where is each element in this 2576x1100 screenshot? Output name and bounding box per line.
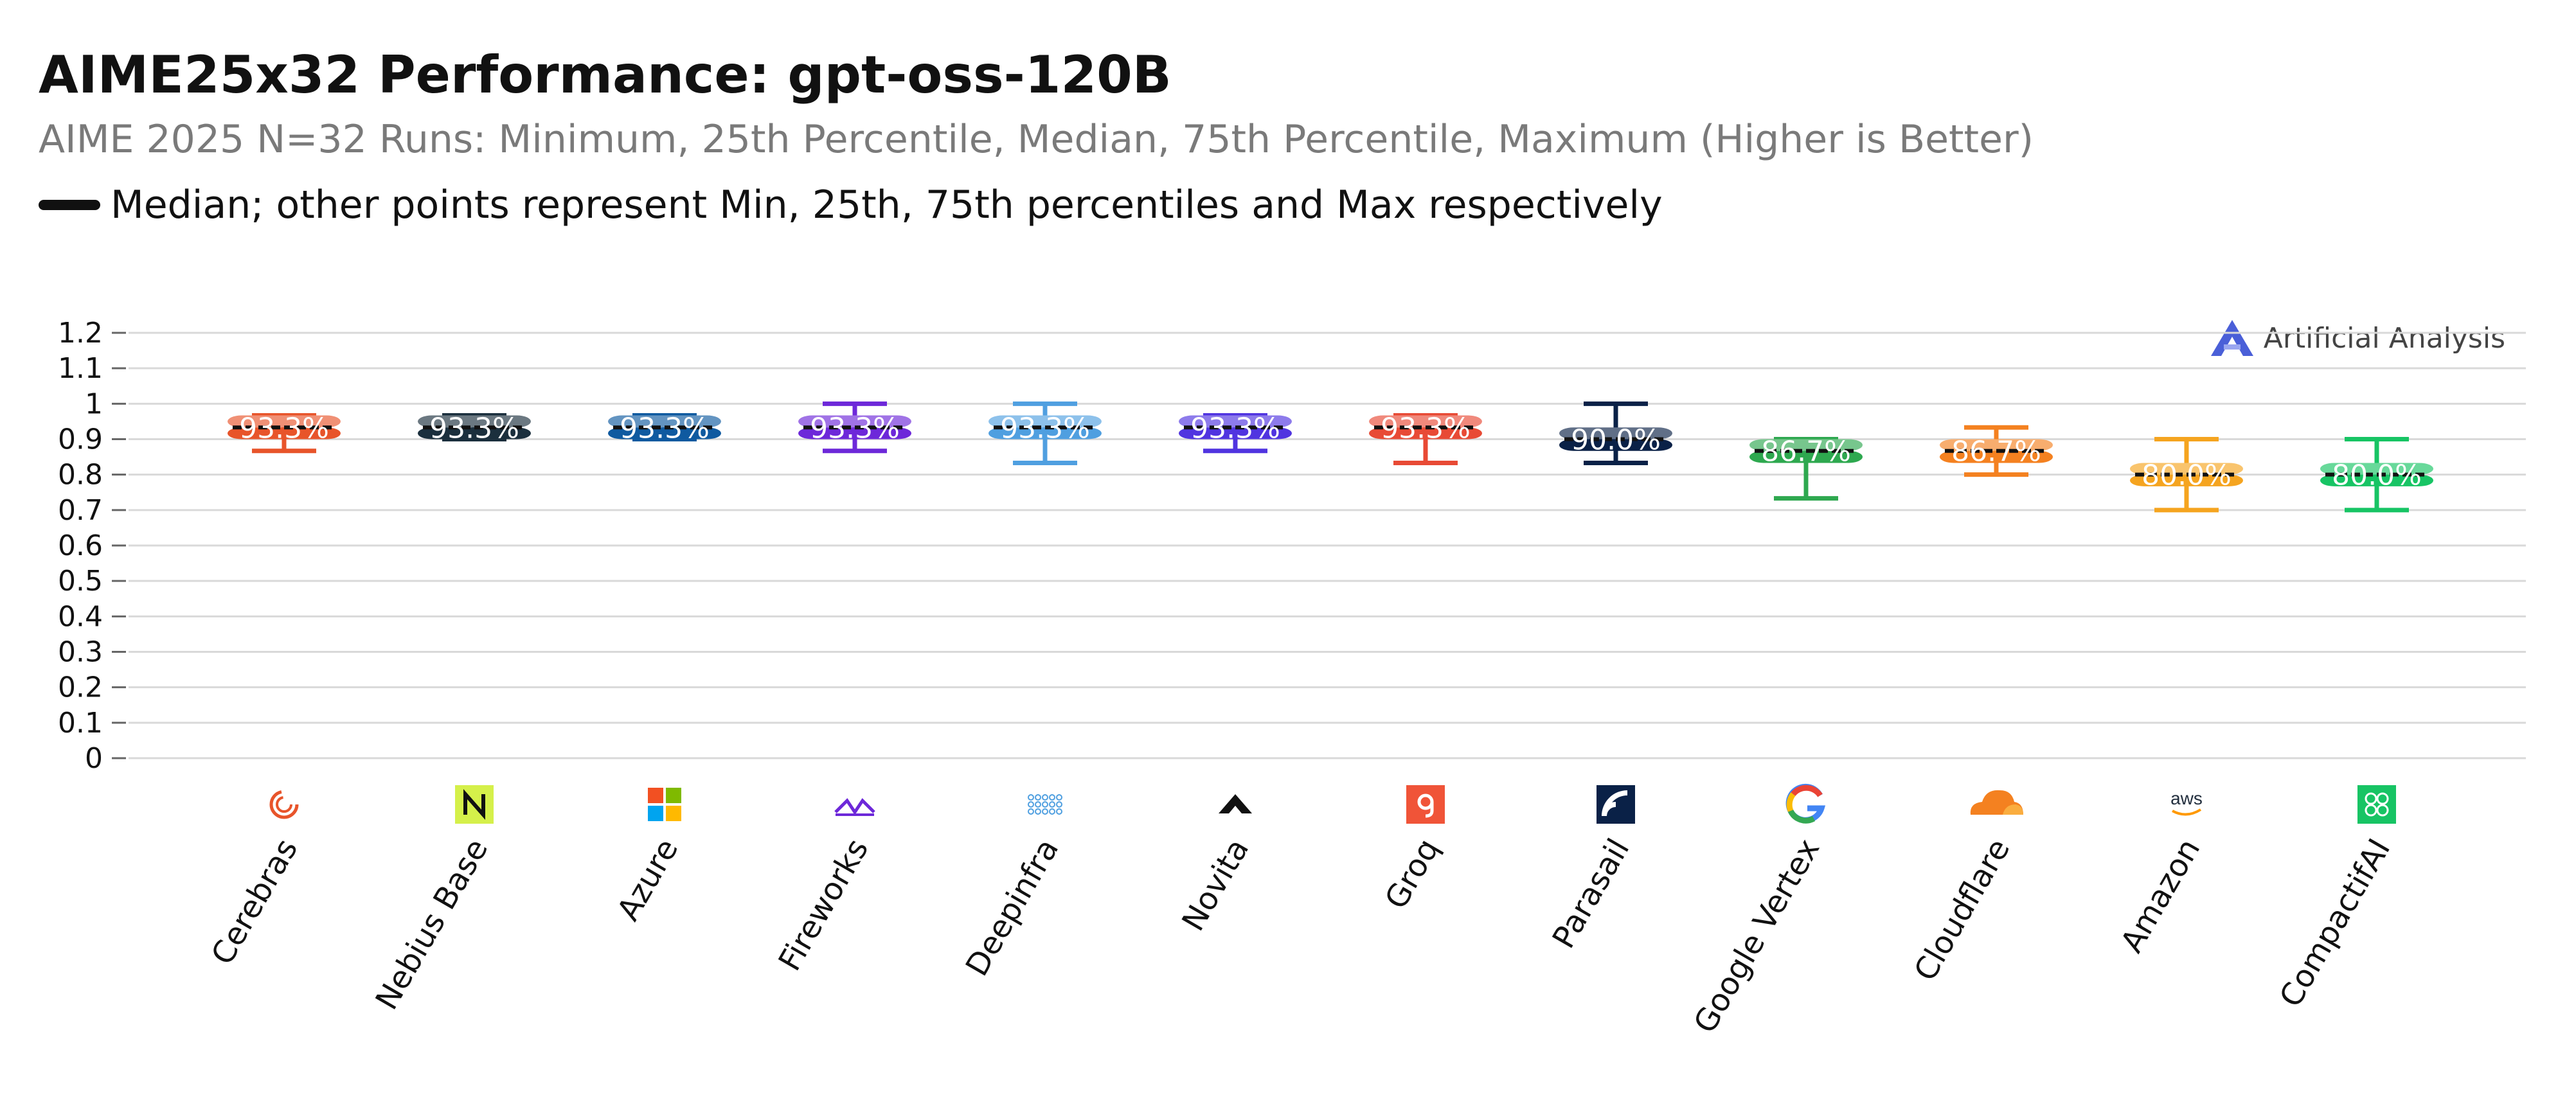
x-tick-label: CompactifAI [2273,833,2397,1013]
brand-name: Artificial Analysis [2263,321,2505,355]
box-upper-quartile [798,415,911,428]
box-cloudflare: 86.7% [1940,425,2053,477]
x-tick-label: Fireworks [771,833,875,977]
box-upper-quartile [1559,427,1672,439]
x-tick-label: Deepinfra [959,833,1066,982]
box-amazon: 80.0% [2130,437,2243,513]
box-parasail: 90.0% [1559,401,1672,465]
box-deepinfra: 93.3% [988,401,1102,465]
box-upper-quartile [988,415,1102,428]
x-tick-label: Cerebras [204,833,305,971]
svg-text:aws: aws [2170,788,2203,808]
box-upper-quartile [2320,463,2433,475]
x-tick-label: Azure [611,833,686,927]
chart-subtitle: AIME 2025 N=32 Runs: Minimum, 25th Perce… [39,117,2034,162]
box-lower-quartile [1749,450,1863,463]
box-upper-quartile [608,415,721,428]
x-tick-label: Cloudflare [1907,833,2017,987]
data-label: 93.3% [1381,412,1471,445]
median-legend-text: Median; other points represent Min, 25th… [111,182,1663,227]
box-lower-quartile [608,427,721,439]
median-line-swatch [39,200,100,210]
box-upper-quartile [228,415,341,428]
x-tick-label: Nebius Base [368,833,495,1016]
box-groq: 93.3% [1369,412,1482,465]
median-legend: Median; other points represent Min, 25th… [39,182,1663,227]
y-tick-label: 0.6 [58,529,103,562]
fireworks-logo-icon [834,798,875,816]
box-compactifai: 80.0% [2320,437,2433,513]
compactifai-logo-icon [2357,785,2396,824]
x-tick-label: Novita [1175,833,1256,937]
parasail-logo-icon [1597,785,1635,824]
data-label: 93.3% [620,412,710,445]
box-fireworks: 93.3% [798,401,911,454]
box-lower-quartile [798,427,911,439]
box-google-vertex: 86.7% [1749,436,1863,501]
cloudflare-logo-icon [1970,790,2023,815]
y-tick-label: 0.2 [58,671,103,704]
box-upper-quartile [1940,439,2053,451]
box-upper-quartile [1369,415,1482,428]
y-tick-label: 0 [85,742,103,775]
data-label: 86.7% [1761,436,1851,468]
box-lower-quartile [1940,450,2053,463]
brand-watermark: Artificial Analysis [2210,319,2505,357]
box-lower-quartile [418,427,531,439]
box-lower-quartile [2130,474,2243,486]
data-label: 93.3% [429,412,519,445]
y-tick-label: 1 [85,387,103,420]
box-novita: 93.3% [1179,412,1292,454]
deepinfra-logo-icon [1028,794,1062,815]
data-label: 93.3% [1000,412,1090,445]
box-lower-quartile [1369,427,1482,439]
box-azure: 93.3% [608,412,721,445]
box-upper-quartile [418,415,531,428]
data-label: 93.3% [239,412,329,445]
chart-title: AIME25x32 Performance: gpt-oss-120B [39,45,1172,105]
x-tick-label: Parasail [1546,833,1637,954]
data-label: 90.0% [1571,424,1661,457]
box-upper-quartile [1749,439,1863,451]
google-logo-icon [1785,783,1826,824]
box-lower-quartile [228,427,341,439]
box-upper-quartile [2130,463,2243,475]
y-tick-label: 0.9 [58,423,103,456]
box-upper-quartile [1179,415,1292,428]
x-tick-label: Groq [1378,833,1446,915]
nebius-logo-icon [455,785,494,824]
y-tick-label: 0.7 [58,494,103,527]
y-tick-label: 0.1 [58,707,103,740]
x-tick-label: Amazon [2114,833,2207,959]
box-lower-quartile [1179,427,1292,439]
box-cerebras: 93.3% [228,412,341,454]
box-nebius-base: 93.3% [418,412,531,445]
novita-logo-icon [1219,794,1252,813]
box-lower-quartile [2320,474,2433,486]
box-lower-quartile [1559,439,1672,451]
artificial-analysis-logo-icon [2210,320,2253,356]
data-label: 80.0% [2332,459,2422,492]
y-tick-label: 1.2 [58,317,103,350]
data-label: 86.7% [1951,436,2041,468]
y-tick-label: 0.4 [58,600,103,633]
data-label: 80.0% [2142,459,2232,492]
cerebras-logo-icon [269,790,299,819]
y-tick-label: 1.1 [58,352,103,385]
data-label: 93.3% [810,412,900,445]
y-tick-label: 0.8 [58,459,103,492]
microsoft-logo-icon [648,788,681,821]
x-tick-label: Google Vertex [1686,833,1827,1039]
groq-logo-icon [1406,785,1445,824]
y-tick-label: 0.3 [58,636,103,669]
y-tick-label: 0.5 [58,565,103,598]
aws-logo-icon: aws [2170,788,2203,816]
box-lower-quartile [988,427,1102,439]
data-label: 93.3% [1190,412,1280,445]
